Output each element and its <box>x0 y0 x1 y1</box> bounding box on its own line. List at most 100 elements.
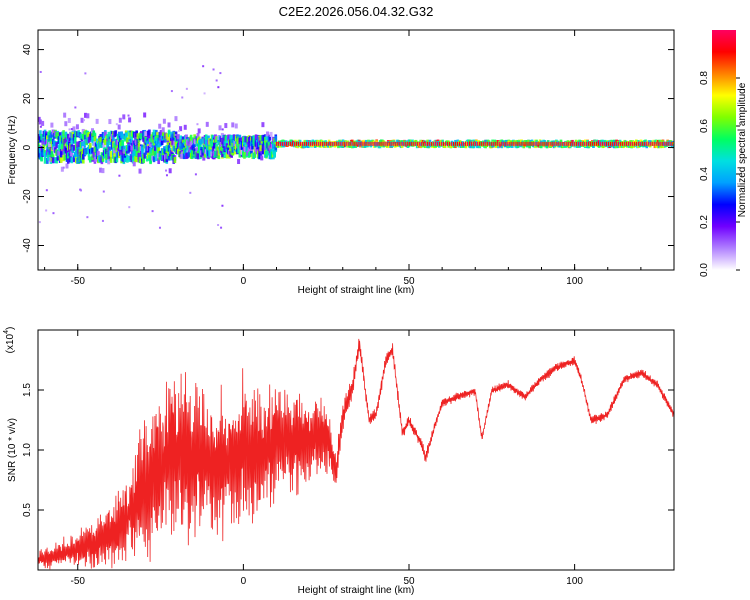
spectrogram-cell <box>42 143 46 150</box>
spectrogram-ridge-cell <box>373 141 375 146</box>
spectrogram-ridge-cell <box>355 141 357 146</box>
spectrogram-cell <box>184 149 187 156</box>
spectrogram-ridge-cell <box>454 141 457 146</box>
spectrogram-cell <box>204 134 208 141</box>
spectrogram-ridge-cell <box>399 141 401 146</box>
spectrogram-cell <box>75 150 78 157</box>
spectrogram-cell <box>130 147 134 154</box>
spectrogram-ridge-cell <box>540 141 542 146</box>
spectrogram-cell <box>231 122 235 128</box>
spectrogram-cell <box>99 167 103 173</box>
spectrogram-cell <box>61 143 64 150</box>
spectrogram-cell <box>109 156 113 163</box>
spectrogram-outlier <box>170 90 173 93</box>
colorbar-tick-label: 0.8 <box>699 71 710 85</box>
spectrogram-cell <box>137 146 141 153</box>
spectrogram-cell <box>528 144 531 149</box>
spectrogram-ridge-cell <box>482 141 484 146</box>
spectrogram-cell <box>157 158 160 165</box>
spectrogram-cell <box>260 155 264 161</box>
spectrogram-cell <box>174 139 178 146</box>
spectrogram-cell <box>72 156 76 163</box>
spectrogram-cell <box>72 126 76 132</box>
spectrogram-ridge-cell <box>538 141 540 146</box>
spectrogram-ridge-cell <box>341 141 343 146</box>
spectrogram-cell <box>93 132 97 139</box>
spectrogram-outlier <box>70 128 73 131</box>
spectrogram-cell <box>266 149 269 156</box>
spectrogram-cell <box>148 134 151 141</box>
spectrogram-cell <box>266 131 270 137</box>
spectrogram-cell <box>564 143 567 148</box>
spectrogram-ridge-cell <box>582 141 584 146</box>
spectrogram-cell <box>166 139 170 146</box>
spectrogram-ridge-cell <box>623 141 626 146</box>
spectrogram-cell <box>65 163 69 169</box>
spectrogram-cell <box>82 157 85 164</box>
spectrogram-ridge-cell <box>552 141 554 146</box>
spectrogram-ridge-cell <box>490 141 492 146</box>
spectrogram-ridge-cell <box>309 141 311 146</box>
spectrogram-cell <box>92 151 96 158</box>
spectrogram-ridge-cell <box>619 141 622 146</box>
spectrogram-outlier <box>45 189 48 192</box>
spectrogram-ridge-cell <box>609 141 612 146</box>
spectrogram-cell <box>48 151 51 158</box>
spectrogram-ridge-cell <box>631 141 633 146</box>
snr-x-axis-label: Height of straight line (km) <box>298 585 415 596</box>
spectrogram-ridge-cell <box>496 141 498 146</box>
spectrogram-cell <box>153 150 157 157</box>
spectrogram-ridge-cell <box>594 141 596 146</box>
spectrogram-outlier <box>165 169 168 172</box>
spectrogram-cell <box>141 147 144 154</box>
spectrogram-outlier <box>102 190 105 193</box>
snr-y-axis-label: SNR (10 * v/v) <box>7 418 18 482</box>
spectrogram-cell <box>237 159 241 165</box>
spectrogram-ridge-cell <box>361 141 363 146</box>
spectrogram-cell <box>119 135 122 142</box>
spectrogram-cell <box>64 147 68 154</box>
spectrogram-cell <box>84 112 88 118</box>
spectrogram-ridge-cell <box>661 141 663 146</box>
spectrogram-ridge-cell <box>534 141 536 146</box>
spectrogram-cell <box>379 142 383 147</box>
spectrogram-outlier <box>196 123 199 126</box>
spectrogram-ridge-cell <box>468 141 470 146</box>
spectrogram-ridge-cell <box>588 141 590 146</box>
spectrogram-ridge-cell <box>279 141 282 146</box>
spectrogram-y-tick-label: -20 <box>22 189 33 204</box>
spectrogram-cell <box>107 131 111 138</box>
spectrogram-ridge-cell <box>605 141 608 146</box>
spectrogram-outlier <box>68 128 71 131</box>
spectrogram-cell <box>261 122 265 128</box>
spectrogram-ridge-cell <box>592 141 594 146</box>
spectrogram-cell <box>49 137 53 144</box>
spectrogram-ridge-cell <box>289 141 292 146</box>
spectrogram-ridge-cell <box>458 141 461 146</box>
spectrogram-ridge-cell <box>655 141 657 146</box>
spectrogram-ridge-cell <box>516 141 518 146</box>
spectrogram-cell <box>130 145 134 151</box>
spectrogram-cell <box>128 145 131 152</box>
spectrogram-cell <box>50 122 54 128</box>
spectrogram-ridge-cell <box>528 141 530 146</box>
spectrogram-ridge-cell <box>313 141 315 146</box>
spectrogram-cell <box>261 148 265 155</box>
spectrogram-ridge-cell <box>359 141 361 146</box>
spectrogram-cell <box>80 117 84 123</box>
spectrogram-ridge-cell <box>403 141 405 146</box>
spectrogram-cell <box>152 129 156 136</box>
spectrogram-outlier <box>81 146 84 149</box>
spectrogram-cell <box>58 145 62 152</box>
spectrogram-cell <box>117 124 121 130</box>
spectrogram-outlier <box>127 114 130 117</box>
spectrogram-cell <box>265 134 268 141</box>
spectrogram-ridge-cell <box>466 141 468 146</box>
spectrogram-ridge-cell <box>311 141 313 146</box>
spectrogram-cell <box>109 150 113 157</box>
spectrogram-outlier <box>38 221 41 224</box>
spectrogram-cell <box>556 140 559 145</box>
spectrogram-cell <box>174 116 178 122</box>
spectrogram-ridge-cell <box>401 141 403 146</box>
spectrogram-ridge-cell <box>546 141 548 146</box>
